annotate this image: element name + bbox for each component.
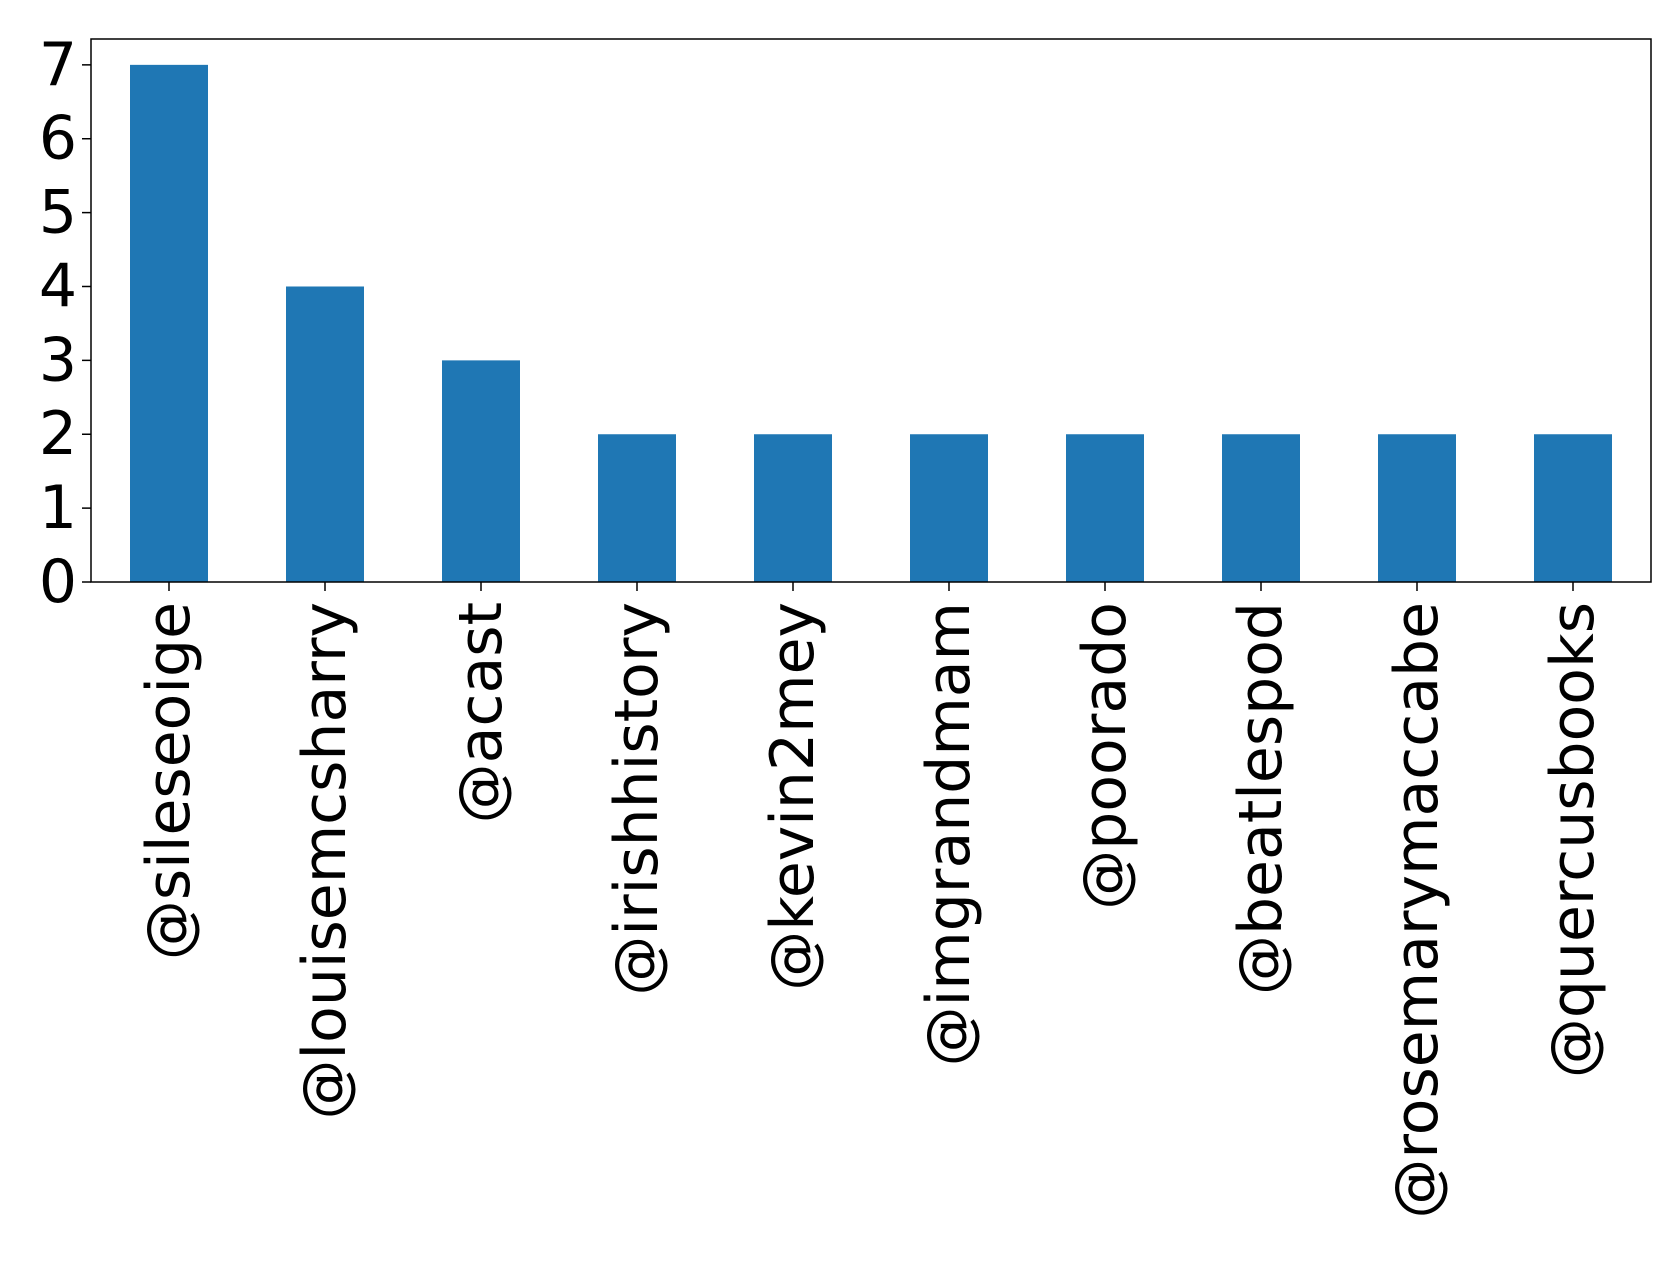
x-tick-label: @poorado	[1070, 602, 1140, 910]
bar	[910, 434, 988, 582]
x-tick-label: @rosemarymaccabe	[1382, 602, 1452, 1219]
x-tick-label: @irishhistory	[602, 602, 672, 996]
y-tick-label: 5	[39, 178, 77, 248]
x-tick-label: @louisemcsharry	[290, 602, 360, 1120]
bar	[1378, 434, 1456, 582]
y-tick-label: 4	[39, 251, 77, 321]
bar	[754, 434, 832, 582]
bar	[130, 64, 208, 583]
x-tick-label: @acast	[446, 602, 516, 823]
y-tick-label: 7	[39, 30, 77, 100]
y-tick-label: 3	[39, 325, 77, 395]
bars-group	[130, 64, 1612, 583]
x-axis: @sileseoige @louisemcsharry @acast @irishhi…	[134, 582, 1608, 1219]
bar	[1534, 434, 1612, 582]
bar	[598, 434, 676, 582]
bar	[286, 286, 364, 582]
x-tick-label: @kevin2mey	[758, 602, 828, 991]
bar	[1066, 434, 1144, 582]
x-tick-label: @quercusbooks	[1538, 602, 1608, 1078]
x-tick-label: @imgrandmam	[914, 602, 984, 1066]
y-tick-label: 0	[39, 547, 77, 617]
x-tick-label: @sileseoige	[134, 602, 204, 960]
x-tick-label: @beatlespod	[1226, 602, 1296, 995]
plot-frame	[90, 38, 1652, 583]
y-tick-label: 6	[39, 104, 77, 174]
y-tick-label: 2	[39, 399, 77, 469]
bar	[1222, 434, 1300, 582]
bar	[442, 360, 520, 582]
y-tick-label: 1	[39, 473, 77, 543]
